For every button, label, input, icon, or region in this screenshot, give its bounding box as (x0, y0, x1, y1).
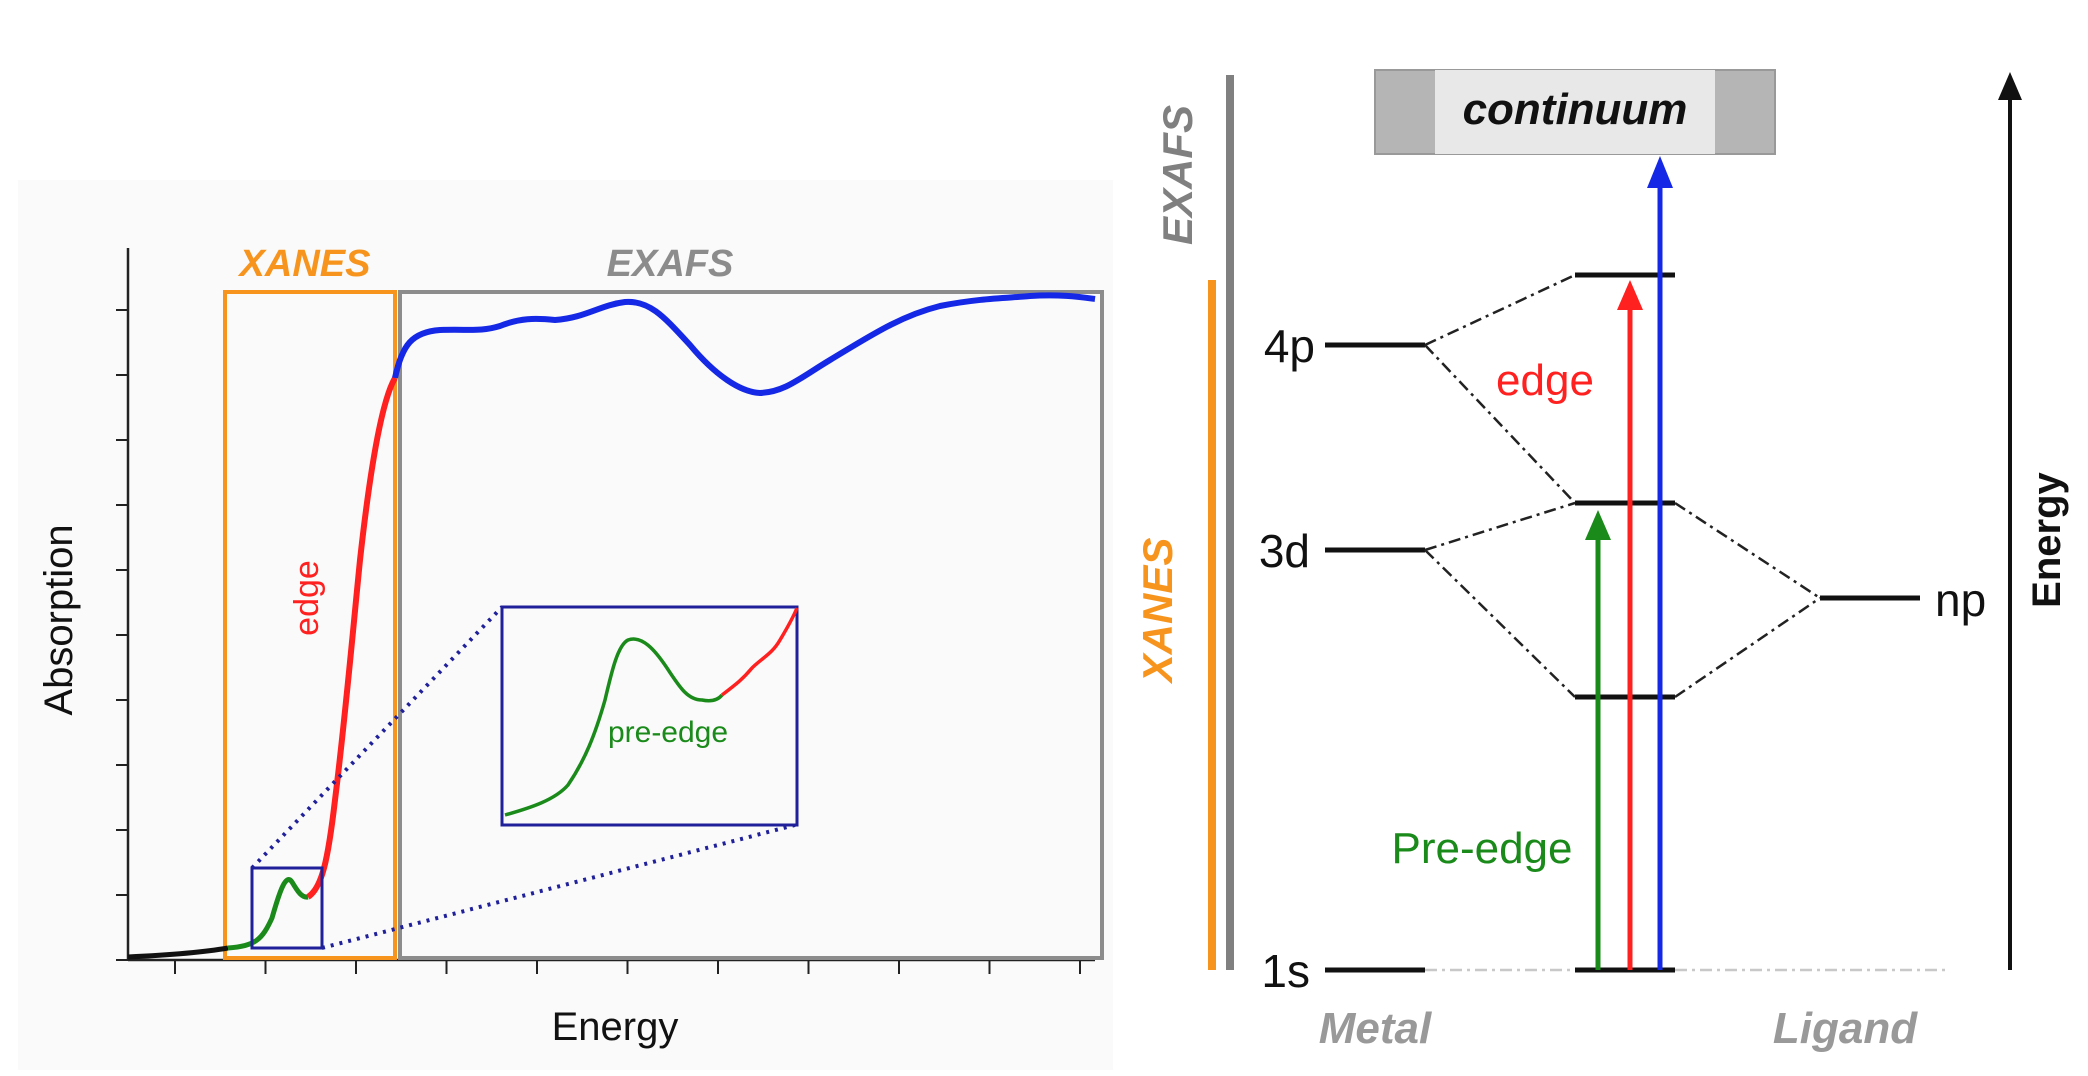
xanes-bar-label: XANES (1134, 538, 1181, 685)
spectrum-panel: Absorption Energy XANES EXAFS edge pre-e… (18, 180, 1113, 1070)
edge-transition-arrow (1617, 280, 1643, 970)
preedge-inset: pre-edge (502, 607, 797, 825)
metal-level-4p-label: 4p (1264, 320, 1315, 372)
metal-label: Metal (1319, 1004, 1432, 1053)
exafs-region-label: EXAFS (607, 243, 734, 285)
metal-level-1s-label: 1s (1261, 945, 1310, 997)
xanes-region-label: XANES (238, 243, 371, 285)
preedge-transition-arrow (1585, 510, 1611, 970)
ligand-label: Ligand (1773, 1004, 1918, 1053)
continuum-transition-arrow (1647, 156, 1673, 970)
energy-axis-arrow (1998, 72, 2022, 970)
exafs-bar-label: EXAFS (1154, 105, 1201, 245)
ligand-level-np-label: np (1935, 574, 1986, 626)
continuum-box: continuum (1375, 70, 1775, 154)
edge-transition-label: edge (1496, 356, 1594, 405)
preedge-transition-label: Pre-edge (1391, 824, 1572, 873)
metal-level-3d-label: 3d (1259, 525, 1310, 577)
y-axis-label: Absorption (37, 524, 81, 715)
x-axis-label: Energy (552, 1005, 679, 1049)
preedge-label: pre-edge (608, 716, 728, 749)
edge-label: edge (288, 560, 326, 636)
correlation-lines (1425, 275, 1820, 697)
energy-level-panel: EXAFS XANES continuum 4p 3d 1s np (1134, 70, 2069, 1053)
continuum-label: continuum (1463, 85, 1688, 134)
energy-axis-label: Energy (2025, 471, 2069, 607)
